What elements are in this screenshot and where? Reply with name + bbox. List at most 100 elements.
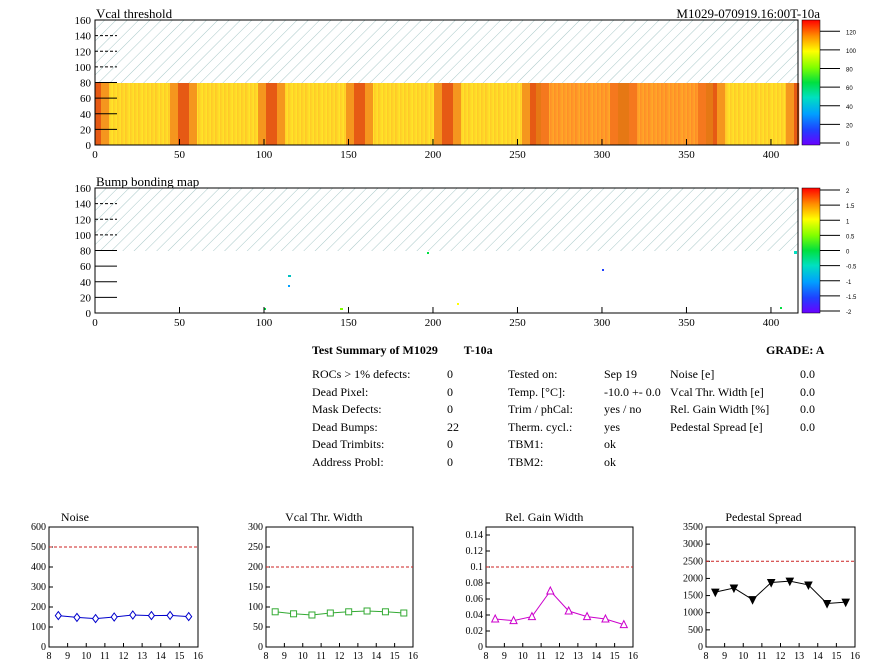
y-tick-label: 0.04 [466,610,484,621]
data-point [185,611,193,622]
x-tick-label: 10 [81,651,91,662]
x-tick-label: 8 [47,651,52,662]
y-tick-label: 100 [31,622,46,633]
palette-tick-label: -0.5 [846,265,857,271]
summary-value: ok [604,437,616,451]
data-point [381,608,389,616]
summary-conditions-values: Sep 19 -10.0 +- 0.0 yes / no yes ok ok [604,366,661,471]
x-tick-label: 8 [484,651,489,662]
y-tick-label: 0 [478,642,483,653]
x-tick-label: 14 [156,651,166,662]
module-id: M1029-070919.16:00T-10a [676,6,820,21]
y-tick-label: 80 [80,78,92,90]
summary-label: TBM1: [508,437,544,451]
chart-title: Vcal Thr. Width [285,510,362,524]
y-tick-label: 20 [80,124,92,136]
summary-value: 0.0 [800,419,815,434]
y-tick-label: 100 [75,62,92,74]
y-tick-label: 100 [248,602,263,613]
summary-widths-values: 0.0 0.0 0.0 0.0 [800,366,815,436]
summary-label: Pedestal Spread [e] [670,419,763,434]
summary-label: Dead Pixel: [312,384,369,399]
summary-label: Therm. cycl.: [508,419,573,434]
palette-tick-label: 40 [846,105,853,111]
y-tick-label: 50 [253,622,263,633]
y-tick-label: 200 [31,602,46,613]
y-tick-label: 1000 [683,608,703,619]
grade-label: GRADE: [766,343,814,357]
y-tick-label: 200 [248,562,263,573]
bump-masked-region [95,188,798,251]
chart-frame [485,526,634,648]
bump-defect-dots [264,251,797,310]
x-tick-label: 10 [298,651,308,662]
y-tick-label: 0.12 [466,546,484,557]
x-tick-label: 14 [371,651,381,662]
x-tick-label: 200 [425,317,442,329]
x-tick-label: 9 [722,651,727,662]
summary-label: TBM2: [508,454,544,469]
x-tick-label: 9 [502,651,507,662]
threshold-title: Vcal threshold [96,6,173,21]
bump-y-axis: 0 20 40 60 80 100 120 140 160 [75,183,117,320]
x-tick-label: 0 [92,317,98,329]
data-point [619,619,629,629]
summary-conditions-labels: Tested on: Temp. [°C]: Trim / phCal: The… [508,366,573,471]
data-point [785,577,795,587]
x-tick-label: 8 [704,651,709,662]
data-point [804,581,813,591]
summary-label: Tested on: [508,367,558,381]
y-tick-label: 3000 [683,539,703,550]
x-tick-label: 11 [100,651,110,662]
summary-value: 0.0 [800,402,815,416]
bump-title: Bump bonding map [96,174,199,189]
x-tick-label: 15 [174,651,184,662]
threshold-x-axis: 0 50 100 150 200 250 300 350 400 [92,139,780,161]
y-tick-label: 40 [80,109,92,121]
data-point [729,584,739,594]
data-point [91,613,100,624]
data-point [711,588,720,598]
y-tick-label: 120 [75,214,92,226]
summary-label: Mask Defects: [312,402,382,416]
x-tick-label: 350 [678,317,695,329]
data-point [73,612,81,623]
chart-frame [265,526,414,648]
summary-label: Rel. Gain Width [%] [670,402,770,416]
data-point [601,613,610,623]
summary-label: ROCs > 1% defects: [312,367,411,381]
x-tick-label: 11 [536,651,546,662]
data-point [54,610,62,621]
bump-map: 0 50 100 150 200 250 300 350 400 020406080100120… [75,174,858,329]
y-tick-label: 600 [31,522,46,533]
y-tick-label: 0 [41,642,46,653]
threshold-y-axis: 0 20 40 60 80 100 120 140 160 [75,15,117,152]
data-point [546,585,555,595]
x-tick-label: 200 [425,149,442,161]
y-tick-label: 0.1 [471,562,484,573]
y-tick-label: 160 [75,15,92,27]
y-tick-label: 140 [75,199,92,211]
data-point [822,599,832,609]
data-point [308,611,316,619]
palette-tick-label: 0.5 [846,234,855,240]
data-point [748,596,757,605]
x-tick-label: 9 [282,651,287,662]
y-tick-label: 60 [80,93,92,105]
summary-value: 0 [447,437,453,451]
series-line [495,590,624,626]
y-tick-label: 60 [80,261,92,273]
summary-value: 0 [447,384,453,399]
palette-tick-label: 0 [846,142,850,148]
y-tick-label: 300 [31,582,46,593]
chart-title: Pedestal Spread [725,510,801,524]
x-tick-label: 250 [509,317,526,329]
summary-value: ok [604,454,616,469]
x-tick-label: 50 [174,317,186,329]
y-tick-label: 400 [31,562,46,573]
x-tick-label: 8 [264,651,269,662]
x-tick-label: 12 [555,651,565,662]
threshold-palette-scale: 0 20 40 60 80 100 120 [820,30,857,148]
data-point [290,610,298,618]
y-tick-label: 40 [80,277,92,289]
